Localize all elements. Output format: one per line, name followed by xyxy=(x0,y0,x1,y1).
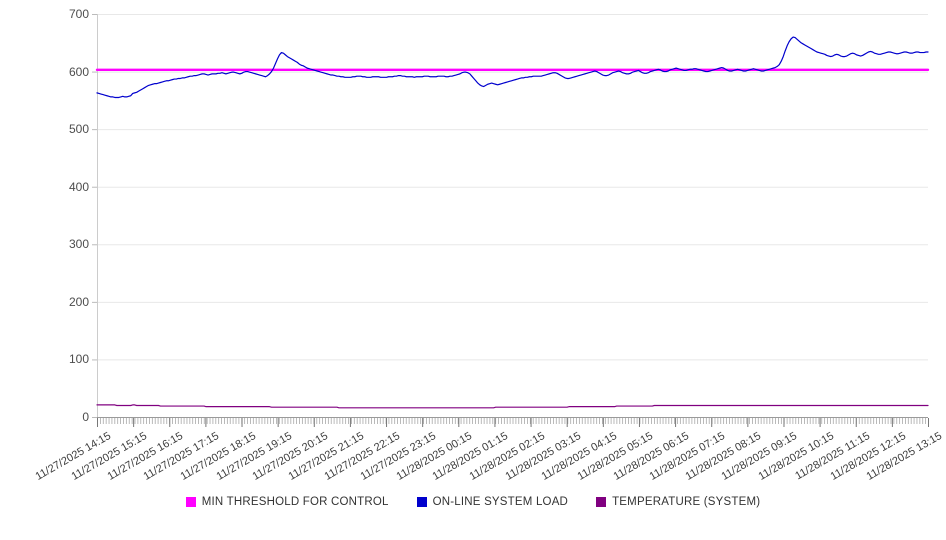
legend-item-2[interactable]: TEMPERATURE (SYSTEM) xyxy=(596,496,760,508)
chart-container: 0 100 200 300 400 500 600 700 11/27/2025 14:15 1… xyxy=(0,7,946,508)
legend-swatch-icon xyxy=(416,497,427,507)
y-axis-label-400: 400 xyxy=(68,179,89,194)
y-axis-label-200: 200 xyxy=(68,294,89,309)
series-line-1 xyxy=(96,36,929,99)
y-axis-label-500: 500 xyxy=(68,122,89,137)
y-axis-label-700: 700 xyxy=(68,7,89,21)
legend-label: MIN THRESHOLD FOR CONTROL xyxy=(201,496,389,508)
legend-swatch-icon xyxy=(185,497,196,507)
y-axis-label-300: 300 xyxy=(68,237,89,252)
legend-item-0[interactable]: MIN THRESHOLD FOR CONTROL xyxy=(185,496,389,508)
y-axis-label-100: 100 xyxy=(68,352,89,367)
legend-swatch-icon xyxy=(596,497,607,507)
series-line-2 xyxy=(96,404,929,409)
legend-item-1[interactable]: ON-LINE SYSTEM LOAD xyxy=(416,496,569,508)
chart-legend: MIN THRESHOLD FOR CONTROL ON-LINE SYSTEM … xyxy=(0,496,946,508)
y-axis-label-0: 0 xyxy=(82,410,89,424)
legend-label: ON-LINE SYSTEM LOAD xyxy=(432,496,569,508)
y-axis-label-600: 600 xyxy=(68,64,89,79)
legend-label: TEMPERATURE (SYSTEM) xyxy=(612,496,761,508)
line-chart-plot xyxy=(92,14,930,427)
